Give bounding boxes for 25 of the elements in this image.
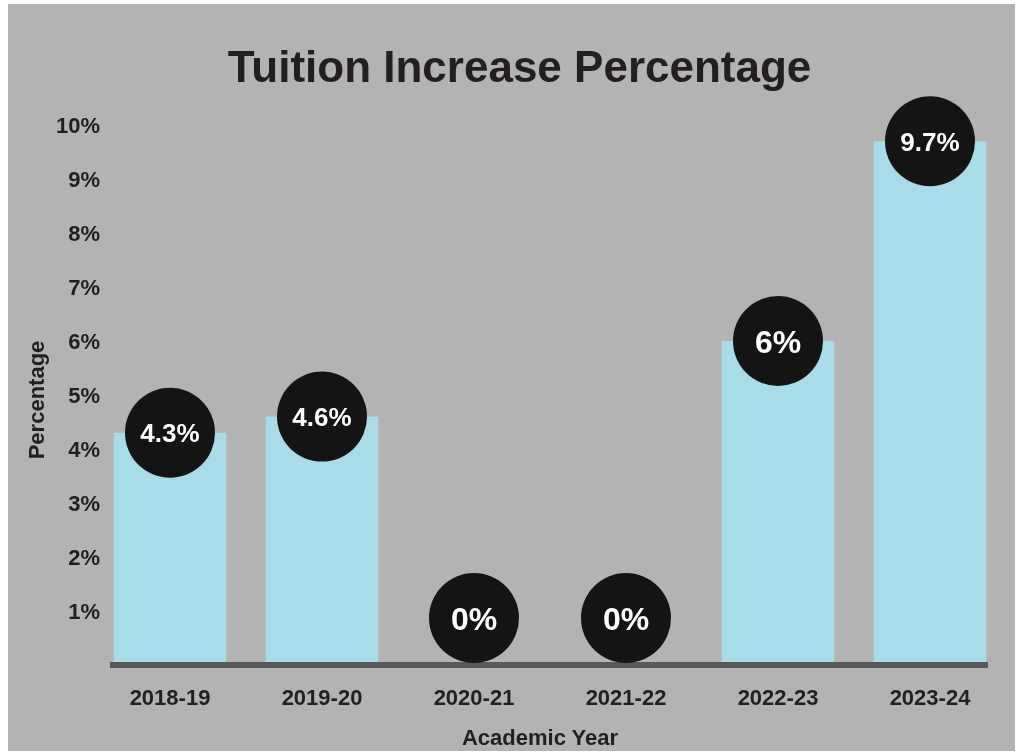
- y-tick-label: 5%: [68, 382, 100, 408]
- data-label: 4.6%: [292, 401, 352, 432]
- y-tick-label: 10%: [55, 112, 100, 138]
- y-tick-label: 6%: [68, 328, 100, 354]
- data-label: 6%: [754, 323, 802, 360]
- data-label: 0%: [450, 600, 498, 637]
- y-tick-label: 2%: [68, 544, 100, 570]
- y-tick-label: 3%: [68, 490, 100, 516]
- x-tick-label: 2020-21: [433, 685, 515, 710]
- data-label: 4.3%: [140, 418, 200, 449]
- x-axis-title: Academic Year: [461, 725, 619, 750]
- x-tick-label: 2018-19: [129, 685, 211, 710]
- y-axis-title: Percentage: [24, 340, 49, 460]
- x-tick-label: 2023-24: [889, 685, 972, 710]
- x-tick-label: 2019-20: [281, 685, 363, 710]
- y-tick-label: 8%: [68, 220, 100, 246]
- data-label: 9.7%: [900, 126, 960, 157]
- data-label: 0%: [602, 600, 650, 637]
- y-tick-label: 9%: [68, 166, 100, 192]
- y-tick-label: 4%: [68, 436, 100, 462]
- y-tick-label: 1%: [68, 598, 100, 624]
- x-tick-label: 2021-22: [585, 685, 667, 710]
- chart-title: Tuition Increase Percentage: [227, 42, 812, 91]
- x-tick-label: 2022-23: [737, 685, 819, 710]
- y-tick-label: 7%: [68, 274, 100, 300]
